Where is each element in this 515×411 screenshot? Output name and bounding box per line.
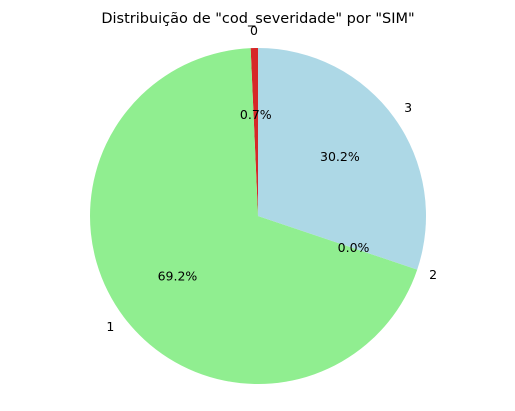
slice-3 [258,48,427,270]
slice-1-label: 1 [106,319,114,334]
slice-0-label: 0 [250,23,258,38]
slice-0-percent: 0.7% [240,107,272,122]
slice-1 [90,48,418,385]
slice-0 [250,48,258,216]
slice-1-percent: 69.2% [158,269,198,284]
pie-labels: 0 0.7% 1 69.2% 2 0.0% 3 30.2% [106,23,437,334]
slice-2-percent: 0.0% [338,240,370,255]
chart-title: Distribuição de "cod_severidade" por "SI… [101,11,414,27]
pie-slices [90,48,427,385]
slice-2-label: 2 [429,267,437,282]
slice-3-label: 3 [404,100,412,115]
slice-3-percent: 30.2% [320,149,360,164]
